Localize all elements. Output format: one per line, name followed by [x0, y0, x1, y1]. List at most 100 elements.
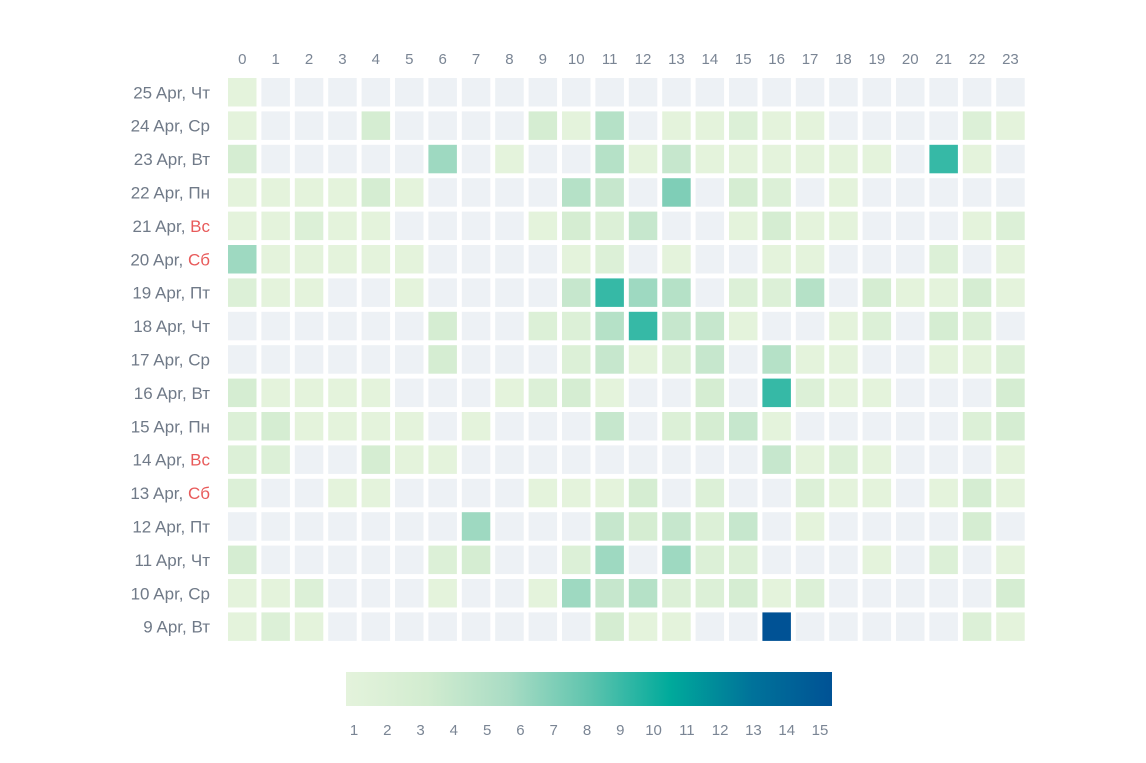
heatmap-cell	[428, 378, 457, 408]
y-tick-date: 16 Apr,	[134, 384, 192, 403]
heatmap-cell	[294, 512, 324, 541]
heatmap-cell	[862, 579, 892, 608]
heatmap-cell	[562, 178, 591, 207]
heatmap-cell	[762, 144, 791, 174]
y-tick-weekday: Пн	[188, 417, 210, 436]
heatmap-cell	[962, 278, 992, 307]
heatmap-cell	[795, 445, 825, 474]
heatmap-cell	[562, 478, 591, 508]
legend-tick-label: 12	[712, 722, 729, 739]
heatmap-cell	[361, 412, 391, 441]
heatmap-cell	[461, 144, 491, 174]
heatmap-cell	[562, 412, 591, 441]
heatmap-cell	[328, 345, 357, 374]
heatmap-cell	[862, 78, 892, 107]
x-tick-label: 1	[271, 51, 279, 68]
heatmap-cell	[328, 512, 357, 541]
heatmap-cell	[461, 512, 491, 541]
heatmap-cell	[996, 311, 1025, 341]
heatmap-cell	[528, 178, 558, 207]
heatmap-cell	[829, 178, 858, 207]
x-tick-label: 3	[338, 51, 346, 68]
heatmap-cell	[395, 78, 424, 107]
heatmap-cell	[528, 311, 558, 341]
heatmap-cell	[762, 178, 791, 207]
y-tick-weekend-day: Сб	[188, 250, 210, 269]
heatmap-cell	[595, 144, 624, 174]
y-tick-weekday: Вт	[191, 384, 210, 403]
heatmap-cell	[996, 345, 1025, 374]
heatmap-cell	[228, 178, 257, 207]
heatmap-cell	[328, 579, 357, 608]
heatmap-cell	[729, 78, 758, 107]
y-tick-weekday: Чт	[191, 551, 210, 570]
heatmap-cell	[562, 78, 591, 107]
heatmap-cell	[695, 478, 725, 508]
heatmap-cell	[628, 144, 658, 174]
heatmap-cell	[929, 144, 958, 174]
heatmap-cell	[461, 478, 491, 508]
heatmap-cell	[862, 278, 892, 307]
y-tick-weekday: Вт	[191, 150, 210, 169]
heatmap-cell	[294, 612, 324, 641]
heatmap-cell	[695, 378, 725, 408]
heatmap-cell	[729, 412, 758, 441]
heatmap-cell	[428, 311, 457, 341]
heatmap-cell	[829, 579, 858, 608]
heatmap-cell	[662, 245, 691, 274]
y-tick-label: 10 Apr, Ср	[131, 584, 210, 603]
heatmap-cell	[228, 245, 257, 274]
heatmap-cell	[495, 311, 524, 341]
heatmap-cell	[328, 311, 357, 341]
heatmap-cell	[595, 311, 624, 341]
heatmap-cell	[896, 78, 925, 107]
heatmap-cell	[829, 378, 858, 408]
heatmap-cell	[829, 111, 858, 140]
heatmap-cell	[595, 612, 624, 641]
heatmap-cell	[361, 311, 391, 341]
heatmap-cell	[962, 311, 992, 341]
heatmap-cell	[495, 144, 524, 174]
y-tick-weekend-day: Вс	[190, 451, 210, 470]
heatmap-cell	[729, 545, 758, 575]
y-tick-date: 20 Apr,	[130, 250, 188, 269]
legend-tick-label: 15	[812, 722, 829, 739]
heatmap-cell	[929, 111, 958, 140]
heatmap-cell	[595, 378, 624, 408]
heatmap-cell	[261, 512, 290, 541]
heatmap-cell	[528, 278, 558, 307]
heatmap-cell	[228, 478, 257, 508]
heatmap-cell	[795, 478, 825, 508]
heatmap-cell	[261, 144, 290, 174]
legend-tick-label: 10	[645, 722, 662, 739]
heatmap-cell	[662, 211, 691, 241]
heatmap-cell	[829, 245, 858, 274]
heatmap-cell	[795, 144, 825, 174]
heatmap-cell	[996, 612, 1025, 641]
heatmap-cell	[228, 78, 257, 107]
heatmap-cell	[996, 445, 1025, 474]
heatmap-cell	[461, 311, 491, 341]
y-tick-weekday: Ср	[188, 584, 210, 603]
heatmap-cell	[328, 545, 357, 575]
heatmap-cell	[595, 545, 624, 575]
heatmap-cell	[862, 545, 892, 575]
heatmap-cell	[729, 245, 758, 274]
heatmap-cell	[395, 311, 424, 341]
heatmap-cell	[495, 278, 524, 307]
heatmap-cell	[562, 245, 591, 274]
heatmap-cell	[695, 178, 725, 207]
heatmap-cell	[595, 512, 624, 541]
heatmap-cell	[662, 412, 691, 441]
heatmap-cell	[261, 211, 290, 241]
heatmap-cell	[862, 311, 892, 341]
heatmap-cell	[762, 311, 791, 341]
x-tick-label: 14	[702, 51, 719, 68]
heatmap-cell	[495, 345, 524, 374]
heatmap-cell	[294, 178, 324, 207]
heatmap-cell	[228, 278, 257, 307]
heatmap-cell	[795, 78, 825, 107]
heatmap-cell	[294, 311, 324, 341]
heatmap-cell	[261, 111, 290, 140]
heatmap-cell	[628, 78, 658, 107]
